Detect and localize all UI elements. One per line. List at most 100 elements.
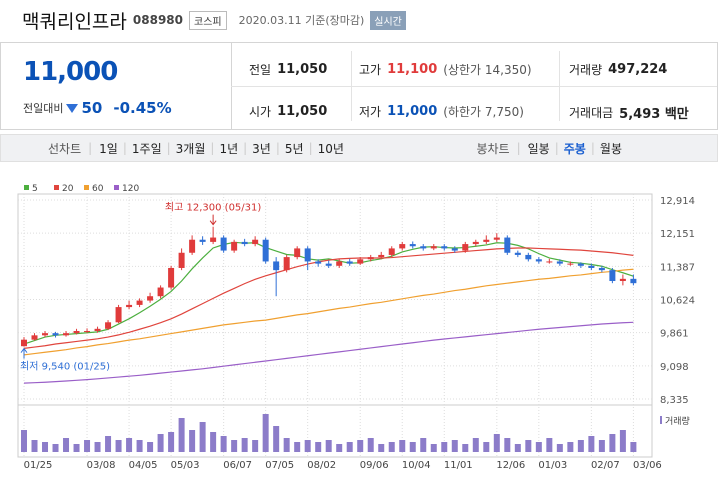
stat-value: 497,224 bbox=[608, 62, 668, 77]
candle-body bbox=[430, 246, 437, 249]
stat-note: (하한가 7,750) bbox=[443, 105, 524, 119]
volume-bar bbox=[556, 444, 563, 452]
candle-body bbox=[546, 261, 553, 263]
candle-body bbox=[220, 237, 227, 251]
volume-bar bbox=[577, 440, 584, 452]
candle-body bbox=[336, 261, 343, 266]
volume-bar bbox=[367, 438, 374, 452]
volume-bar bbox=[283, 438, 290, 452]
volume-bar bbox=[357, 440, 364, 452]
volume-bar bbox=[525, 440, 532, 452]
candle-body bbox=[420, 246, 427, 249]
candle-body bbox=[147, 296, 154, 301]
separator: | bbox=[516, 141, 521, 155]
candle-body bbox=[273, 261, 280, 271]
volume-bar bbox=[441, 442, 448, 452]
tab[interactable]: 3년 bbox=[252, 141, 271, 156]
x-tick-label: 04/05 bbox=[129, 460, 158, 471]
stat-label: 저가 bbox=[359, 105, 382, 119]
tab[interactable]: 1일 bbox=[99, 141, 118, 156]
volume-bar bbox=[63, 438, 70, 452]
volume-bar bbox=[199, 422, 206, 452]
y-tick-label: 11,387 bbox=[660, 262, 695, 273]
candle-body bbox=[315, 261, 322, 264]
high-annotation: 최고 12,300 (05/31) bbox=[165, 202, 261, 214]
y-tick-label: 12,151 bbox=[660, 229, 695, 240]
tab[interactable]: 일봉 bbox=[527, 141, 550, 156]
x-tick-label: 03/06 bbox=[633, 460, 662, 471]
stat-label: 거래대금 bbox=[569, 106, 614, 120]
market-badge: 코스피 bbox=[189, 10, 227, 30]
x-tick-label: 03/08 bbox=[87, 460, 116, 471]
candle-body bbox=[630, 278, 637, 284]
candle-body bbox=[126, 304, 133, 308]
stat: 전일 11,050 bbox=[249, 61, 327, 78]
y-tick-label: 9,098 bbox=[660, 362, 689, 373]
candle-body bbox=[157, 287, 164, 297]
candle-body bbox=[31, 335, 38, 340]
stat: 고가 11,100 (상한가 14,350) bbox=[359, 61, 532, 78]
stat-value: 11,050 bbox=[277, 62, 328, 77]
high-arrow bbox=[209, 214, 217, 226]
volume-bar bbox=[336, 444, 343, 452]
y-tick-label: 12,914 bbox=[660, 196, 695, 207]
volume-bar bbox=[399, 440, 406, 452]
legend-label: 20 bbox=[62, 184, 74, 194]
volume-icon bbox=[660, 416, 662, 424]
candle-body bbox=[325, 263, 332, 266]
candle-body bbox=[357, 259, 364, 264]
volume-bar bbox=[294, 442, 301, 452]
tab[interactable]: 10년 bbox=[317, 141, 344, 156]
volume-bar bbox=[315, 442, 322, 452]
legend-swatch bbox=[24, 185, 29, 190]
separator: | bbox=[210, 141, 215, 155]
candle-body bbox=[399, 244, 406, 249]
legend-label: 60 bbox=[92, 184, 104, 194]
candle-body bbox=[346, 261, 353, 264]
tab[interactable]: 주봉 bbox=[563, 141, 586, 156]
realtime-button[interactable]: 실시간 bbox=[370, 10, 406, 30]
volume-bar bbox=[231, 440, 238, 452]
tab[interactable]: 5년 bbox=[284, 141, 304, 156]
separator: | bbox=[88, 141, 93, 155]
price: 11,000 bbox=[23, 57, 118, 87]
candle-body bbox=[441, 246, 448, 249]
candle-body bbox=[483, 239, 490, 242]
candle-body bbox=[94, 328, 101, 331]
tab[interactable]: 월봉 bbox=[599, 141, 622, 156]
candle-body bbox=[619, 278, 626, 282]
volume-bar bbox=[378, 444, 385, 452]
ma-line bbox=[23, 241, 634, 345]
stat-label: 시가 bbox=[249, 105, 272, 119]
tab[interactable]: 1주일 bbox=[131, 141, 162, 156]
candle-body bbox=[577, 263, 584, 266]
quote-box: 11,000 전일대비 50 -0.45% 전일 11,050 고가 11,100 (상… bbox=[0, 42, 718, 130]
volume-bar bbox=[493, 434, 500, 452]
volume-bar bbox=[630, 442, 637, 452]
x-tick-label: 07/05 bbox=[265, 460, 294, 471]
stat-value: 11,050 bbox=[277, 104, 328, 119]
volume-bar bbox=[273, 426, 280, 452]
volume-bar bbox=[535, 442, 542, 452]
volume-bar bbox=[84, 440, 91, 452]
stat: 저가 11,000 (하한가 7,750) bbox=[359, 103, 524, 120]
tab-label: 선차트 bbox=[48, 141, 82, 156]
volume-bar bbox=[346, 442, 353, 452]
candle-body bbox=[231, 241, 238, 251]
volume-bar bbox=[262, 414, 269, 452]
price-panel: 11,000 전일대비 50 -0.45% bbox=[1, 43, 232, 129]
candle-body bbox=[504, 237, 511, 253]
x-tick-label: 11/01 bbox=[444, 460, 473, 471]
tab[interactable]: 1년 bbox=[219, 141, 239, 156]
volume-bar bbox=[325, 440, 332, 452]
x-tick-label: 01/03 bbox=[538, 460, 567, 471]
down-icon bbox=[66, 104, 79, 113]
volume-bar bbox=[619, 430, 626, 452]
candle-body bbox=[294, 248, 301, 258]
legend-label: 120 bbox=[122, 184, 139, 194]
volume-bar bbox=[409, 442, 416, 452]
stat: 거래대금 5,493 백만 bbox=[569, 103, 689, 122]
candle-body bbox=[210, 237, 217, 242]
tab[interactable]: 3개월 bbox=[175, 141, 206, 156]
change-pct: -0.45% bbox=[113, 99, 172, 117]
